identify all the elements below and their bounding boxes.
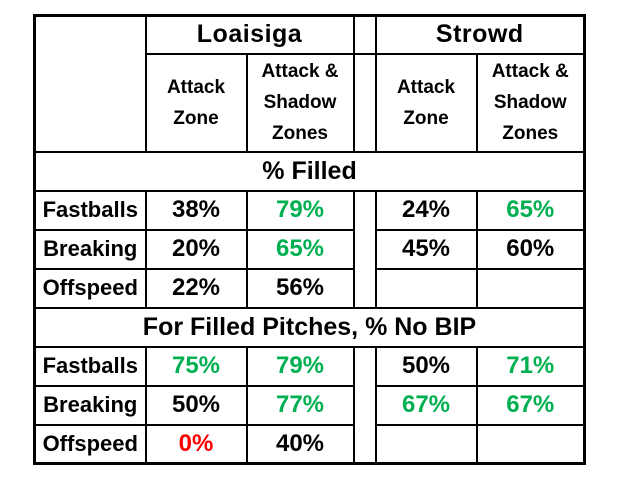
value-cell: 22% (144, 267, 248, 309)
value-cell: 79% (245, 345, 355, 387)
value-cell: 45% (374, 228, 478, 270)
table-row-nobip-breaking: Breaking 50% 77% 67% 67% (33, 384, 586, 426)
value-cell: 75% (144, 345, 248, 387)
pitcher-names-row: Loaisiga Strowd (33, 14, 586, 153)
section-header-row-no-bip: For Filled Pitches, % No BIP (33, 306, 586, 348)
row-label-breaking: Breaking (33, 384, 147, 426)
value-cell: 79% (245, 189, 355, 231)
column-header-strowd-attack-shadow-zones: Attack & Shadow Zones (475, 52, 586, 153)
pitcher-name-loaisiga: Loaisiga (144, 14, 355, 55)
value-cell: 56% (245, 267, 355, 309)
pitcher-name-strowd: Strowd (374, 14, 586, 55)
value-cell: 65% (245, 228, 355, 270)
value-cell: 40% (245, 423, 355, 465)
value-cell: 38% (144, 189, 248, 231)
section-title-pct-filled: % Filled (33, 150, 586, 192)
value-cell: 50% (144, 384, 248, 426)
value-cell (475, 267, 586, 309)
table-row-filled-fastballs: Fastballs 38% 79% 24% 65% (33, 189, 586, 309)
gap-cell (352, 189, 377, 309)
corner-cell (33, 14, 147, 153)
value-cell: 60% (475, 228, 586, 270)
value-cell (475, 423, 586, 465)
table-row-filled-breaking: Breaking 20% 65% 45% 60% (33, 228, 586, 270)
section-header-row-pct-filled: % Filled (33, 150, 586, 192)
value-cell: 0% (144, 423, 248, 465)
table-row-filled-offspeed: Offspeed 22% 56% (33, 267, 586, 309)
gap-cell (352, 345, 377, 465)
column-header-strowd-attack-zone: Attack Zone (374, 52, 478, 153)
value-cell: 71% (475, 345, 586, 387)
table-row-nobip-fastballs: Fastballs 75% 79% 50% 71% (33, 345, 586, 465)
table-row-nobip-offspeed: Offspeed 0% 40% (33, 423, 586, 465)
row-label-breaking: Breaking (33, 228, 147, 270)
row-label-offspeed: Offspeed (33, 267, 147, 309)
gap-cell (352, 14, 377, 55)
row-label-offspeed: Offspeed (33, 423, 147, 465)
row-label-fastballs: Fastballs (33, 189, 147, 231)
value-cell: 67% (475, 384, 586, 426)
value-cell: 65% (475, 189, 586, 231)
section-title-no-bip: For Filled Pitches, % No BIP (33, 306, 586, 348)
zone-headers-row: Attack Zone Attack & Shadow Zones Attack… (35, 52, 586, 153)
value-cell: 24% (374, 189, 478, 231)
gap-cell (352, 52, 377, 153)
value-cell: 50% (374, 345, 478, 387)
value-cell (374, 267, 478, 309)
value-cell (374, 423, 478, 465)
column-header-loaisiga-attack-zone: Attack Zone (144, 52, 248, 153)
value-cell: 67% (374, 384, 478, 426)
value-cell: 77% (245, 384, 355, 426)
value-cell: 20% (144, 228, 248, 270)
column-header-loaisiga-attack-shadow-zones: Attack & Shadow Zones (245, 52, 355, 153)
row-label-fastballs: Fastballs (33, 345, 147, 387)
pitch-zone-comparison-table: Loaisiga Strowd Attack Zone Attack & Sha… (33, 14, 586, 465)
